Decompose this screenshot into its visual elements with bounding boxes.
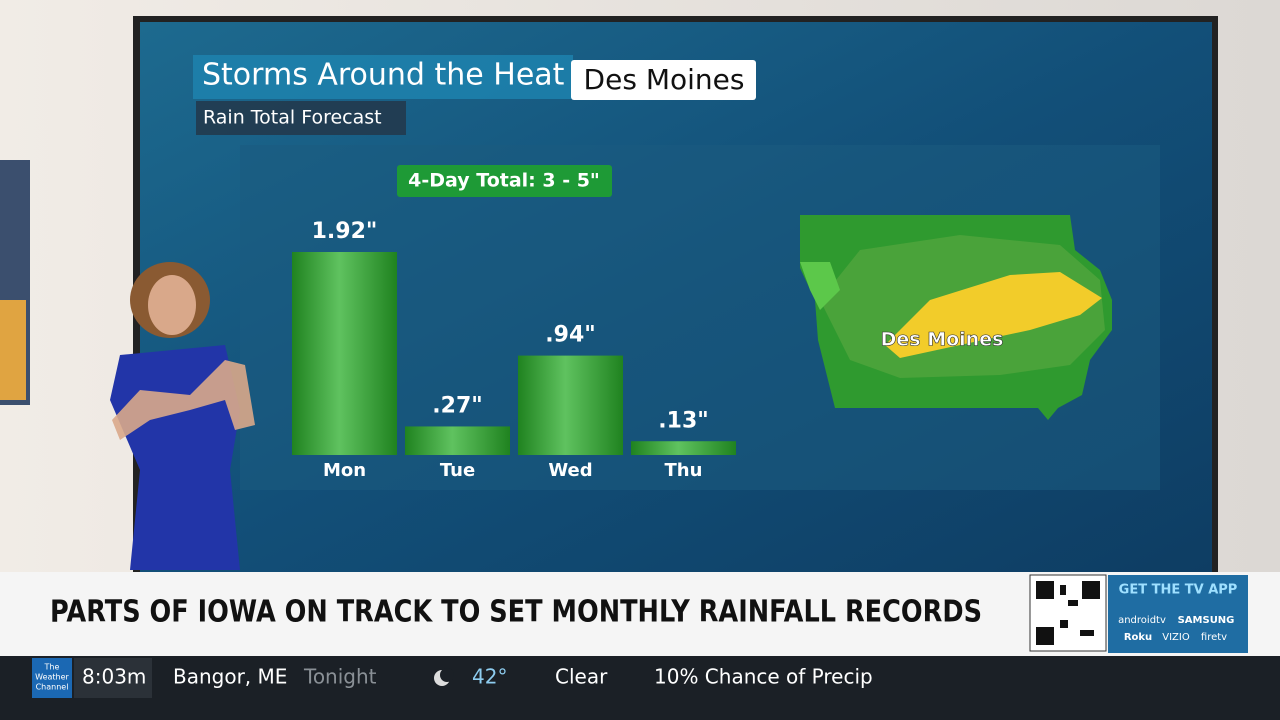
- annotation: 4-Day Total: 3 - 5": [408, 170, 600, 192]
- presenter: [110, 262, 255, 570]
- bar-shine: [292, 252, 397, 455]
- condition: Clear: [555, 665, 608, 689]
- title-bar: [193, 55, 573, 99]
- bar-shine: [405, 426, 510, 455]
- logo: [32, 658, 72, 698]
- logo-text: The: [44, 663, 60, 672]
- bar-chart: 1.92" Mon .27" Tue .94" Wed .13" Thu: [292, 219, 736, 481]
- time: 8:03m: [82, 665, 146, 689]
- value-label: .94": [545, 323, 595, 348]
- period: Tonight: [303, 665, 377, 689]
- annotation-box: [397, 165, 612, 197]
- map-label: Des Moines: [881, 329, 1004, 351]
- precip: 10% Chance of Precip: [654, 665, 873, 689]
- brand: androidtv: [1118, 615, 1166, 626]
- x-tick-label: Tue: [440, 460, 475, 481]
- x-tick-label: Mon: [323, 460, 366, 481]
- x-tick-label: Wed: [548, 460, 592, 481]
- brand: firetv: [1201, 632, 1227, 643]
- app-promo: [1108, 575, 1248, 653]
- value-label: .27": [432, 393, 482, 418]
- time-box: [74, 658, 152, 698]
- presenter-arms: [112, 360, 255, 440]
- logo-text: Channel: [36, 683, 69, 692]
- bar-shine: [518, 355, 623, 455]
- bar-shine: [631, 441, 736, 455]
- heavy-rain-zone: [885, 272, 1102, 358]
- x-tick-label: Thu: [665, 460, 703, 481]
- chart-subtitle: Rain Total Forecast: [203, 107, 382, 129]
- ticker: [0, 656, 1280, 720]
- brand: VIZIO: [1162, 632, 1190, 643]
- qr-pattern: [1036, 581, 1100, 645]
- iowa-map: [800, 215, 1112, 420]
- subtitle-bar: [196, 101, 406, 135]
- presenter-face: [148, 275, 196, 335]
- side-monitor-glow: [0, 300, 26, 400]
- location-box: [571, 60, 756, 100]
- light-zone: [800, 262, 840, 310]
- headline: PARTS OF IOWA ON TRACK TO SET MONTHLY RA…: [50, 595, 982, 630]
- location-label: Des Moines: [584, 63, 745, 96]
- logo-text: Weather: [35, 673, 69, 682]
- value-label: .13": [658, 408, 708, 433]
- city: Bangor, ME: [173, 665, 287, 689]
- temperature: 42°: [472, 665, 507, 689]
- promo-title: GET THE TV APP: [1119, 583, 1238, 598]
- moon-shadow: [440, 668, 454, 682]
- brand: Roku: [1124, 632, 1152, 643]
- brand: SAMSUNG: [1178, 615, 1235, 626]
- value-label: 1.92": [312, 219, 378, 244]
- chart-title: Storms Around the Heat: [202, 58, 565, 93]
